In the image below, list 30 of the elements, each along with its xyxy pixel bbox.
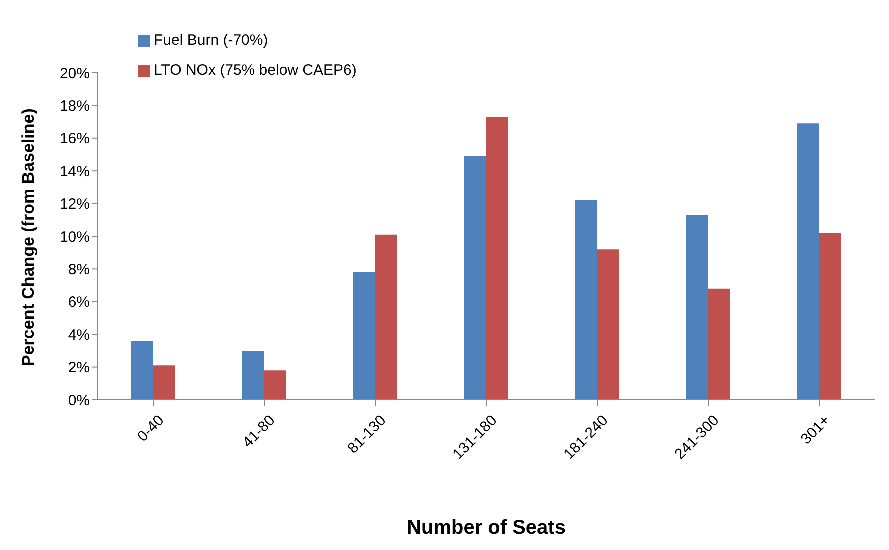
bar — [242, 350, 264, 400]
bar — [486, 117, 508, 400]
bar — [686, 215, 708, 400]
y-tick-label: 2% — [68, 360, 90, 377]
y-tick-label: 14% — [60, 163, 90, 180]
y-tick-label: 6% — [68, 294, 90, 312]
bar — [575, 200, 598, 400]
bar — [131, 341, 154, 400]
legend-label: Fuel Burn (-70%) — [154, 32, 268, 49]
y-tick-label: 18% — [60, 98, 90, 116]
bar — [464, 156, 486, 400]
x-tick-label: 0-40 — [134, 412, 168, 446]
y-axis-title: Percent Change (from Baseline) — [19, 108, 38, 366]
y-tick-label: 8% — [68, 262, 90, 279]
bar — [708, 288, 730, 400]
y-tick-label: 12% — [60, 196, 90, 214]
bar — [819, 233, 842, 400]
bar — [597, 250, 620, 400]
bar — [264, 370, 286, 400]
y-tick-label: 0% — [68, 392, 90, 410]
bar — [797, 124, 820, 400]
x-axis-title: Number of Seats — [407, 517, 566, 539]
y-tick-label: 10% — [60, 228, 90, 246]
bar — [375, 234, 398, 400]
y-tick-label: 4% — [68, 326, 90, 344]
bar — [353, 272, 376, 400]
y-tick-label: 16% — [60, 130, 90, 148]
bar — [153, 366, 176, 400]
y-tick-label: 20% — [60, 65, 90, 82]
legend-label: LTO NOx (75% below CAEP6) — [154, 62, 357, 79]
